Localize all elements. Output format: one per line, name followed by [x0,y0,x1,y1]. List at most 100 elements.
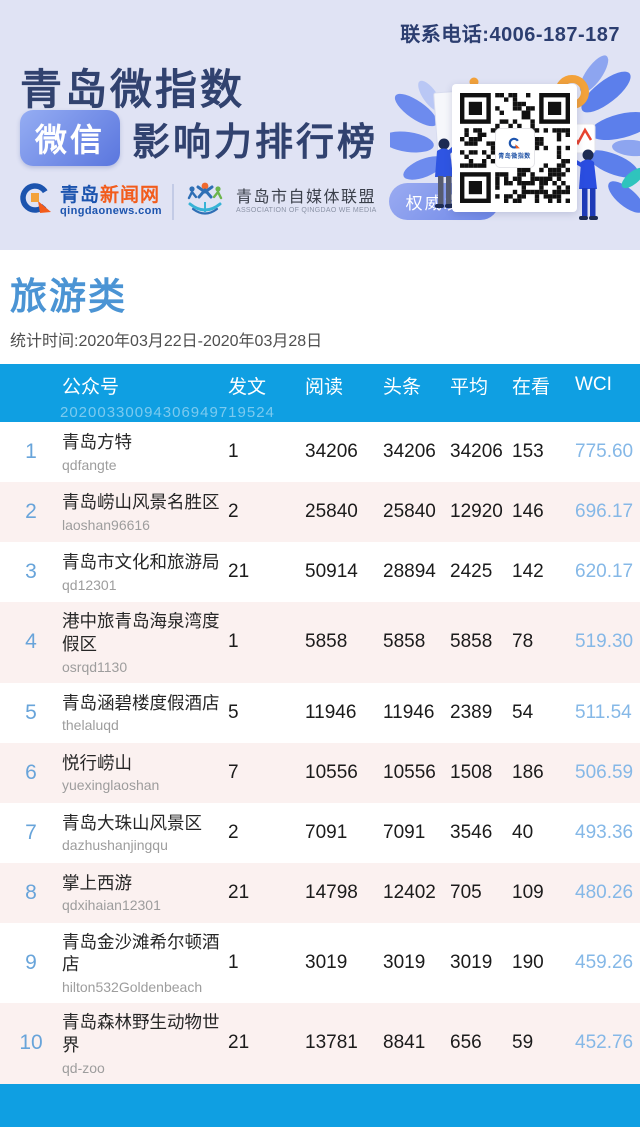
reads-value: 13781 [305,1032,358,1054]
wci-value: 480.26 [575,881,634,903]
rank-number: 3 [25,560,37,583]
contact-phone: 联系电话:4006-187-187 [400,24,620,46]
posts-value: 21 [228,561,250,582]
account-name: 青岛涵碧楼度假酒店 [62,692,220,713]
wci-value: 519.30 [575,631,634,653]
rank-number: 6 [25,760,37,784]
average-value: 2389 [450,701,493,723]
posts-value: 2 [228,501,239,522]
account-cell: 青岛涵碧楼度假酒店 thelaluqd [62,692,228,734]
banner: 联系电话:4006-187-187 青岛微指数 微信 影响力排行榜 青岛新闻网 … [0,0,640,250]
account-cell: 青岛森林野生动物世界 qd-zoo [62,1011,228,1076]
headline-value: 10556 [383,761,436,783]
wci-value: 452.76 [575,1032,634,1054]
qr-center-label: 青岛微指数 [498,153,531,160]
plants-people-illustration-icon [390,55,640,220]
category-title: 旅游类 [10,276,127,317]
headline-value: 3019 [383,951,426,973]
account-id: qdfangte [62,456,117,473]
average-value: 2425 [450,561,493,582]
watching-value: 186 [512,761,544,783]
rank-number: 1 [25,440,37,463]
wci-value: 775.60 [575,441,634,462]
posts-value: 1 [228,631,239,653]
qdnews-logo-name: 青岛新闻网 [60,184,161,206]
table-row: 2 青岛崂山风景名胜区 laoshan96616 2 25840 25840 12920 14… [0,482,640,542]
posts-value: 1 [228,951,239,973]
table-row: 10 青岛森林野生动物世界 qd-zoo 21 13781 8841 656 59 452.76 [0,1003,640,1084]
posts-value: 21 [228,881,250,903]
posts-value: 21 [228,1032,250,1054]
qr-area: 青岛微指数 [390,52,640,250]
table-header: 20200330094306949719524 公众号 发文 阅读 头条 平均 在看 WCI [0,364,640,422]
we-media-association-icon [184,178,226,225]
average-value: 3546 [450,821,493,843]
headline-value: 28894 [383,561,436,582]
table-row: 7 青岛大珠山风景区 dazhushanjingqu 2 7091 7091 3546 40 4… [0,802,640,863]
watching-value: 59 [512,1032,534,1054]
posts-value: 2 [228,821,239,843]
average-value: 656 [450,1032,482,1054]
posts-value: 1 [228,441,239,462]
rank-number: 8 [25,880,37,904]
headline-value: 11946 [383,701,435,723]
account-cell: 悦行崂山 yuexinglaoshan [62,752,228,794]
headline-value: 5858 [383,631,426,653]
qr-code: 青岛微指数 [452,84,577,212]
account-id: laoshan96616 [62,516,150,533]
wci-value: 459.26 [575,951,634,973]
account-cell: 青岛崂山风景名胜区 laoshan96616 [62,491,228,533]
account-id: osrqd1130 [62,658,128,675]
headline-value: 12402 [383,881,436,903]
headline-value: 25840 [383,501,436,522]
reads-value: 11946 [305,701,357,723]
reads-value: 14798 [305,881,358,903]
rank-number: 4 [25,630,37,654]
watching-value: 78 [512,631,534,653]
reads-value: 3019 [305,951,348,973]
we-media-association-logo: 青岛市自媒体联盟 ASSOCIATION OF QINGDAO WE MEDIA [184,178,377,225]
average-value: 3019 [450,951,493,973]
reads-value: 50914 [305,561,358,582]
column-header-watch: 在看 [512,376,551,398]
average-value: 705 [450,881,482,903]
account-name: 青岛方特 [62,432,132,453]
column-header-top: 头条 [383,376,422,398]
reads-value: 34206 [305,441,358,462]
rank-number: 5 [25,700,37,724]
average-value: 12920 [450,501,503,522]
table-row: 3 青岛市文化和旅游局 qd12301 21 50914 28894 2425 142 620.… [0,542,640,602]
account-name: 青岛市文化和旅游局 [62,552,220,573]
qr-center-logo-icon [508,137,520,149]
rank-number: 10 [19,1031,43,1055]
rank-number: 9 [25,950,37,974]
account-cell: 港中旅青岛海泉湾度假区 osrqd1130 [62,610,228,675]
account-id: qdxihaian12301 [62,897,161,914]
association-subtitle: ASSOCIATION OF QINGDAO WE MEDIA [235,206,377,214]
category-section: 旅游类 统计时间:2020年03月22日-2020年03月28日 [0,250,640,351]
watching-value: 146 [512,501,544,522]
wci-value: 511.54 [575,701,632,723]
account-cell: 青岛金沙滩希尔顿酒店 hilton532Goldenbeach [62,931,228,996]
account-name: 港中旅青岛海泉湾度假区 [62,611,220,654]
account-name: 掌上西游 [62,872,132,893]
rank-number: 7 [25,820,37,844]
account-name: 青岛崂山风景名胜区 [62,492,220,513]
column-header-posts: 发文 [228,376,267,398]
account-name: 悦行崂山 [62,752,132,773]
account-id: hilton532Goldenbeach [62,979,203,995]
account-name: 青岛金沙滩希尔顿酒店 [62,931,220,975]
qdnews-logo-icon [18,181,54,222]
account-name: 青岛大珠山风景区 [62,812,202,833]
qr-center-logo: 青岛微指数 [494,128,535,168]
reads-value: 25840 [305,501,358,522]
average-value: 34206 [450,441,503,462]
wci-value: 620.17 [575,561,634,582]
reads-value: 10556 [305,761,358,783]
association-name: 青岛市自媒体联盟 [235,188,376,206]
account-name: 青岛森林野生动物世界 [62,1012,220,1055]
account-id: yuexinglaoshan [62,777,160,794]
table-row: 8 掌上西游 qdxihaian12301 21 14798 12402 705 109 480… [0,862,640,923]
watching-value: 190 [512,951,544,973]
